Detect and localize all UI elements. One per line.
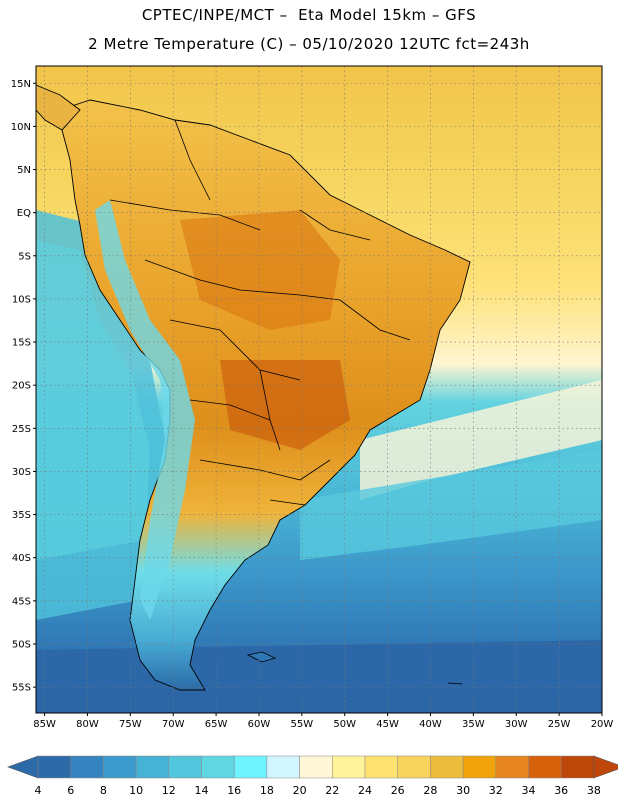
temperature-map: 15N 10N 5N EQ 5S 10S 15S 20S 25S 30S 35S 40S 45S 50S 5…	[11, 65, 613, 730]
legend-color-box	[103, 755, 137, 779]
lon-label: 70W	[162, 719, 185, 730]
lat-label: 10S	[12, 294, 31, 305]
legend-label: 6	[67, 784, 74, 797]
legend-color-box	[201, 755, 235, 779]
map-title-line2: 2 Metre Temperature (C) – 05/10/2020 12U…	[88, 35, 530, 53]
legend-label: 30	[456, 784, 470, 797]
legend-color-box	[397, 755, 431, 779]
lon-label: 30W	[505, 719, 528, 730]
legend-color-box	[37, 755, 71, 779]
lon-label: 40W	[419, 719, 442, 730]
lon-label: 55W	[291, 719, 314, 730]
atlantic-light-band	[360, 380, 602, 500]
lat-label: 55S	[12, 683, 31, 694]
latitude-labels: 15N 10N 5N EQ 5S 10S 15S 20S 25S 30S 35S 40S 45S 50S 5…	[11, 79, 36, 694]
pacific-cool-band-inner	[36, 240, 150, 560]
legend-color-box	[168, 755, 202, 779]
legend-label: 10	[129, 784, 143, 797]
legend-label: 28	[423, 784, 437, 797]
lat-label: 5S	[18, 251, 31, 262]
hot-core-center	[220, 360, 350, 450]
lat-label: 15N	[11, 79, 31, 90]
lat-label: 40S	[12, 553, 31, 564]
legend-color-box	[364, 755, 398, 779]
lat-label: 30S	[12, 467, 31, 478]
lat-label: EQ	[17, 208, 31, 219]
legend-label: 36	[554, 784, 568, 797]
legend-color-box	[299, 755, 333, 779]
central-america-land	[36, 84, 81, 131]
lat-label: 35S	[12, 510, 31, 521]
legend-labels: 4 6 8 10 12 14 16 18 20 22 24 26 28 30 32 34 36 38	[35, 784, 601, 797]
legend-low-arrow	[7, 755, 39, 779]
color-legend: 4 6 8 10 12 14 16 18 20 22 24 26 28 30 32 34 36 38	[7, 755, 618, 797]
lon-label: 80W	[76, 719, 99, 730]
lon-label: 85W	[33, 719, 56, 730]
lat-label: 15S	[12, 338, 31, 349]
legend-label: 26	[391, 784, 405, 797]
legend-label: 34	[522, 784, 536, 797]
legend-color-boxes	[7, 755, 618, 779]
atlantic-mid-band	[300, 450, 602, 560]
lat-label: 10N	[11, 122, 31, 133]
legend-color-box	[135, 755, 170, 779]
hot-core-north	[180, 210, 340, 330]
lon-label: 60W	[248, 719, 271, 730]
map-title-line1: CPTEC/INPE/MCT – Eta Model 15km – GFS	[141, 6, 477, 24]
legend-label: 16	[227, 784, 241, 797]
lon-label: 50W	[333, 719, 356, 730]
lon-label: 25W	[548, 719, 571, 730]
legend-color-box	[430, 755, 464, 779]
legend-label: 38	[587, 784, 601, 797]
legend-color-box	[462, 755, 497, 779]
southern-ocean-deep	[36, 640, 602, 713]
lat-label: 5N	[17, 165, 31, 176]
legend-label: 4	[35, 784, 42, 797]
legend-label: 32	[489, 784, 503, 797]
lat-label: 50S	[12, 639, 31, 650]
legend-color-box	[266, 755, 300, 779]
lon-label: 45W	[376, 719, 399, 730]
legend-label: 14	[195, 784, 209, 797]
legend-label: 12	[162, 784, 176, 797]
lat-label: 20S	[12, 381, 31, 392]
legend-color-box	[560, 755, 595, 779]
legend-high-arrow	[593, 755, 618, 779]
legend-label: 8	[100, 784, 107, 797]
legend-color-box	[528, 755, 562, 779]
lon-label: 75W	[119, 719, 142, 730]
lat-label: 45S	[12, 596, 31, 607]
andes-cool-strip	[95, 200, 195, 620]
falkland-islands	[246, 651, 277, 663]
legend-color-box	[70, 755, 104, 779]
legend-color-box	[332, 755, 366, 779]
lat-label: 25S	[12, 424, 31, 435]
south-georgia	[447, 682, 463, 685]
lon-label: 20W	[591, 719, 614, 730]
legend-label: 24	[358, 784, 372, 797]
legend-label: 18	[260, 784, 274, 797]
lon-label: 65W	[205, 719, 228, 730]
legend-color-box	[233, 755, 268, 779]
legend-label: 20	[293, 784, 307, 797]
legend-color-box	[495, 755, 529, 779]
map-frame	[35, 65, 603, 714]
longitude-labels: 85W 80W 75W 70W 65W 60W 55W 50W 45W 40W 35W 30W 25W 2…	[33, 713, 613, 730]
legend-label: 22	[325, 784, 339, 797]
lon-label: 35W	[462, 719, 485, 730]
